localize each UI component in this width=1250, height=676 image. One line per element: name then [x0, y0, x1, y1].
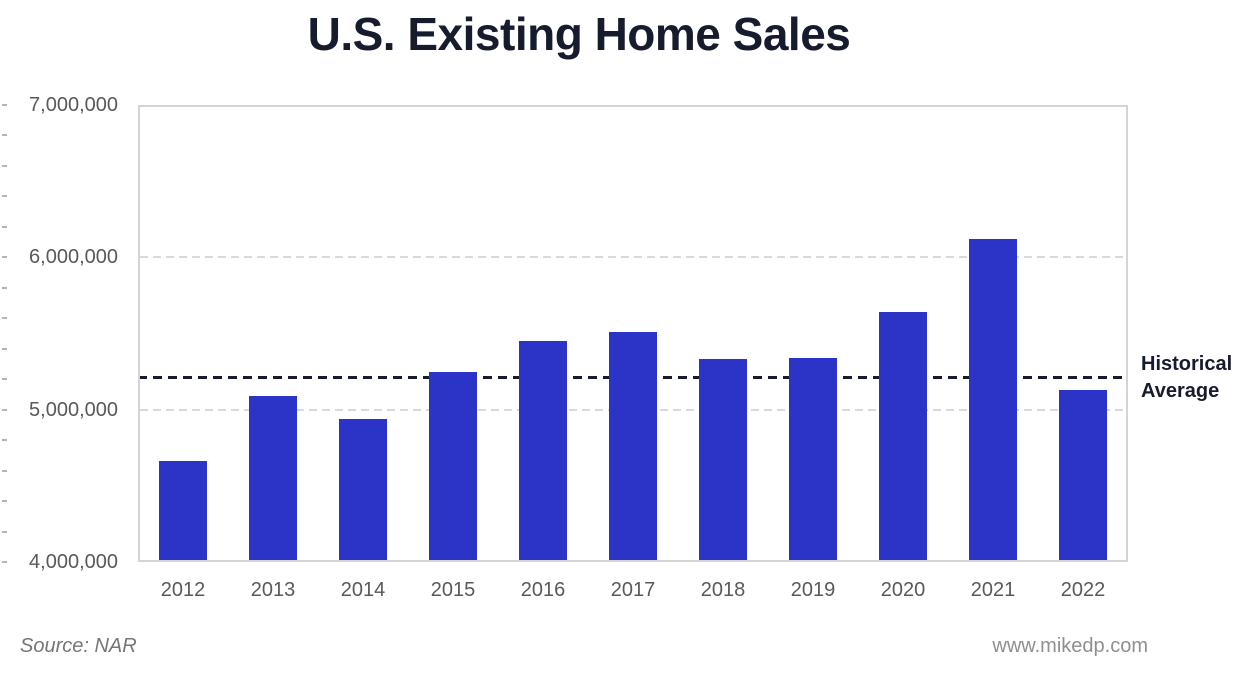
x-axis-label-2013: 2013: [250, 579, 296, 601]
y-axis-minor-tick: [2, 347, 7, 350]
bar-2017: [609, 331, 657, 560]
y-axis-label-7,000,000: 7,000,000: [29, 94, 118, 116]
x-axis-label-2016: 2016: [520, 579, 566, 601]
x-axis-label-2021: 2021: [970, 579, 1016, 601]
bar-2021: [969, 239, 1017, 560]
y-axis-minor-tick: [2, 317, 7, 320]
y-axis-minor-tick: [2, 104, 7, 106]
y-axis-label-4,000,000: 4,000,000: [29, 551, 118, 573]
x-axis-label-2014: 2014: [340, 579, 386, 601]
y-axis-minor-tick: [2, 439, 7, 442]
x-axis-label-2017: 2017: [610, 579, 656, 601]
bar-2016: [519, 341, 567, 560]
y-axis-minor-tick: [2, 164, 7, 167]
bar-2020: [879, 312, 927, 560]
bar-2019: [789, 357, 837, 560]
y-axis-minor-tick: [2, 286, 7, 289]
y-axis-minor-tick: [2, 378, 7, 381]
y-axis-minor-tick: [2, 256, 7, 259]
x-axis-label-2012: 2012: [160, 579, 206, 601]
source-note: Source: NAR: [20, 635, 137, 657]
y-axis-minor-tick: [2, 561, 7, 563]
website-credit: www.mikedp.com: [992, 635, 1148, 657]
bar-2014: [339, 418, 387, 560]
y-axis-minor-tick: [2, 134, 7, 137]
plot-area: [138, 105, 1128, 562]
y-axis-label-5,000,000: 5,000,000: [29, 398, 118, 421]
x-axis-label-2020: 2020: [880, 579, 926, 601]
bar-2018: [699, 359, 747, 560]
y-axis-label-6,000,000: 6,000,000: [29, 246, 118, 269]
x-axis-label-2018: 2018: [700, 579, 746, 601]
historical-average-label-line1: Historical: [1141, 353, 1233, 375]
y-axis-minor-tick: [2, 225, 7, 228]
historical-average-label: Historical Average: [1141, 351, 1232, 405]
y-axis-minor-tick: [2, 500, 7, 503]
historical-average-label-line2: Average: [1141, 380, 1220, 402]
bar-2012: [159, 461, 207, 560]
y-axis-minor-tick: [2, 195, 7, 198]
bar-2022: [1059, 389, 1107, 560]
bar-2015: [429, 371, 477, 560]
x-axis-label-2022: 2022: [1060, 579, 1106, 601]
chart-title: U.S. Existing Home Sales: [307, 8, 851, 60]
y-axis-minor-tick: [2, 408, 7, 411]
y-axis-minor-tick: [2, 530, 7, 533]
x-axis-label-2015: 2015: [430, 579, 476, 601]
y-axis-minor-tick: [2, 469, 7, 472]
gridline-6,000,000: [140, 256, 1126, 259]
x-axis-label-2019: 2019: [790, 579, 836, 601]
bar-2013: [249, 395, 297, 560]
